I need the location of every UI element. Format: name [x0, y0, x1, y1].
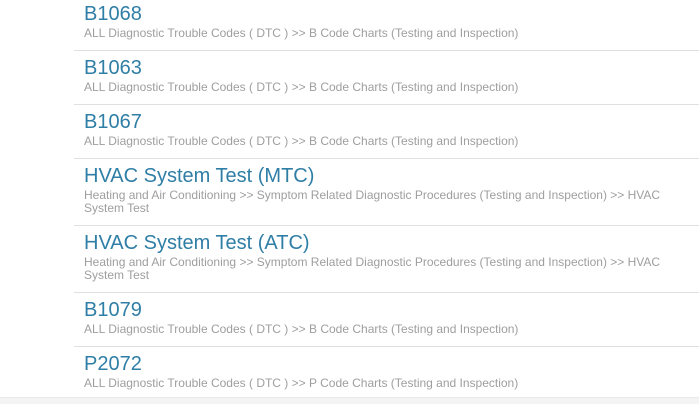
result-breadcrumb-description: ALL Diagnostic Trouble Codes ( DTC ) >> … [84, 322, 519, 336]
search-result-item[interactable]: B1068 ALL Diagnostic Trouble Codes ( DTC… [74, 0, 699, 51]
result-title-link[interactable]: B1068 [84, 3, 142, 25]
result-breadcrumb-description: Heating and Air Conditioning >> Symptom … [84, 188, 661, 215]
result-breadcrumb-description: ALL Diagnostic Trouble Codes ( DTC ) >> … [84, 134, 519, 148]
result-title-link[interactable]: HVAC System Test (ATC) [84, 232, 310, 254]
search-result-item[interactable]: HVAC System Test (MTC) Heating and Air C… [74, 159, 699, 226]
result-breadcrumb-description: Heating and Air Conditioning >> Symptom … [84, 255, 661, 282]
search-result-item[interactable]: B1063 ALL Diagnostic Trouble Codes ( DTC… [74, 51, 699, 105]
result-title-link[interactable]: P2072 [84, 353, 142, 375]
result-title-link[interactable]: B1067 [84, 111, 142, 133]
bottom-bar [0, 397, 699, 404]
search-result-item[interactable]: B1067 ALL Diagnostic Trouble Codes ( DTC… [74, 105, 699, 159]
search-result-item[interactable]: HVAC System Test (ATC) Heating and Air C… [74, 226, 699, 293]
result-title-link[interactable]: HVAC System Test (MTC) [84, 165, 315, 187]
result-title-link[interactable]: B1063 [84, 57, 142, 79]
search-results-list: B1068 ALL Diagnostic Trouble Codes ( DTC… [74, 0, 699, 400]
search-result-item[interactable]: B1079 ALL Diagnostic Trouble Codes ( DTC… [74, 293, 699, 347]
search-result-item[interactable]: P2072 ALL Diagnostic Trouble Codes ( DTC… [74, 347, 699, 400]
result-breadcrumb-description: ALL Diagnostic Trouble Codes ( DTC ) >> … [84, 80, 519, 94]
result-breadcrumb-description: ALL Diagnostic Trouble Codes ( DTC ) >> … [84, 376, 519, 390]
result-breadcrumb-description: ALL Diagnostic Trouble Codes ( DTC ) >> … [84, 26, 519, 40]
result-title-link[interactable]: B1079 [84, 299, 142, 321]
